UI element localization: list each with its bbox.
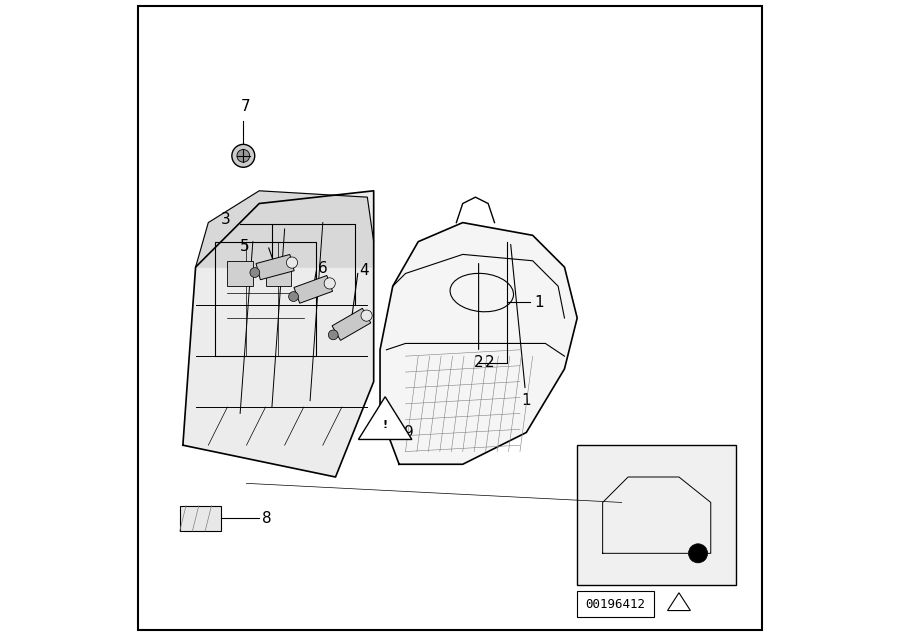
Circle shape xyxy=(250,268,260,277)
Bar xyxy=(577,445,736,585)
Bar xyxy=(228,261,253,286)
Polygon shape xyxy=(195,191,374,267)
Text: 6: 6 xyxy=(318,261,328,276)
Text: 8: 8 xyxy=(263,511,272,526)
Bar xyxy=(266,261,291,286)
Circle shape xyxy=(286,257,298,268)
Text: 2: 2 xyxy=(485,355,495,370)
Bar xyxy=(180,506,221,531)
Polygon shape xyxy=(380,223,577,464)
Text: 7: 7 xyxy=(240,99,250,114)
Text: !: ! xyxy=(382,420,388,430)
Polygon shape xyxy=(332,308,371,340)
Polygon shape xyxy=(256,254,294,280)
Text: 1: 1 xyxy=(510,244,531,408)
Circle shape xyxy=(232,144,255,167)
Text: 5: 5 xyxy=(240,238,249,254)
Text: 9: 9 xyxy=(404,425,414,440)
Circle shape xyxy=(237,149,249,162)
Text: 4: 4 xyxy=(360,263,369,278)
Bar xyxy=(577,591,653,617)
Circle shape xyxy=(361,310,373,321)
Circle shape xyxy=(328,330,338,340)
Circle shape xyxy=(289,292,299,301)
Text: 00196412: 00196412 xyxy=(585,598,645,611)
Circle shape xyxy=(688,544,707,563)
Text: 3: 3 xyxy=(220,212,230,227)
Polygon shape xyxy=(294,275,333,303)
Polygon shape xyxy=(358,397,412,439)
Circle shape xyxy=(324,278,336,289)
Polygon shape xyxy=(183,191,374,477)
Text: 1: 1 xyxy=(535,294,544,310)
Text: 2: 2 xyxy=(473,263,483,370)
